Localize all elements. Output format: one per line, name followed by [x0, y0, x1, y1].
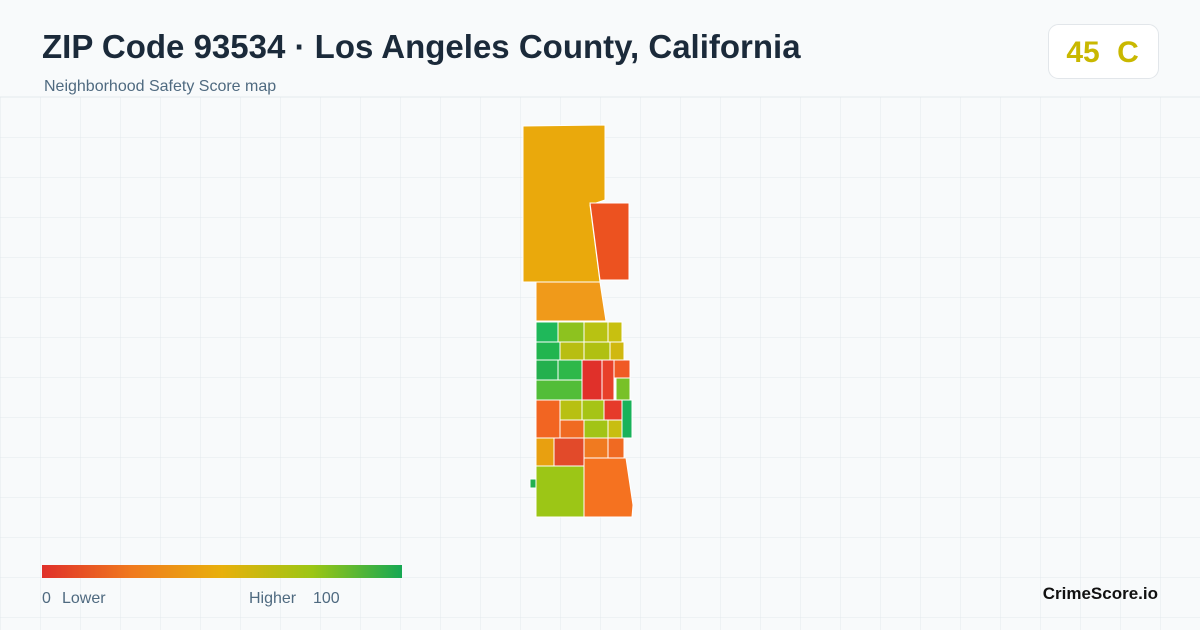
map-area	[613, 359, 631, 379]
map-area	[583, 457, 634, 518]
map-area	[559, 399, 583, 421]
zip-map	[522, 124, 634, 518]
title: ZIP Code 93534 · Los Angeles County, Cal…	[42, 28, 801, 65]
score: 45	[1066, 36, 1099, 69]
map-area	[583, 341, 611, 361]
map-area	[557, 359, 583, 381]
map-area	[529, 478, 537, 489]
map-area	[601, 359, 615, 401]
map-area	[583, 437, 609, 459]
map-area	[535, 379, 583, 401]
map-area	[535, 341, 561, 361]
map-area	[603, 399, 623, 421]
brand: CrimeScore.io	[1043, 584, 1158, 603]
map-area	[559, 341, 585, 361]
map-area	[589, 202, 630, 281]
map-area	[607, 321, 623, 343]
legend-min-label: Lower	[62, 590, 106, 607]
legend-min: 0	[42, 590, 51, 607]
map-area	[535, 399, 561, 439]
subtitle: Neighborhood Safety Score map	[44, 78, 276, 95]
map-area	[559, 419, 585, 439]
map-area	[535, 281, 607, 322]
legend-max: 100	[313, 590, 340, 607]
map-area	[607, 419, 623, 439]
map-area	[621, 399, 633, 439]
map-area	[581, 359, 603, 401]
map-area	[609, 341, 625, 361]
map-area	[583, 321, 609, 343]
map-area	[535, 321, 559, 343]
map-area	[535, 465, 585, 518]
map-area	[581, 399, 605, 421]
map-area	[607, 437, 625, 459]
map-area	[535, 437, 555, 467]
map-area	[557, 321, 585, 343]
score-badge	[1048, 24, 1159, 79]
map-area	[535, 359, 559, 381]
legend-gradient	[42, 565, 402, 578]
map-area	[615, 377, 631, 401]
grade: C	[1117, 36, 1139, 69]
legend-max-label: Higher	[249, 590, 297, 607]
map-area	[583, 419, 609, 439]
